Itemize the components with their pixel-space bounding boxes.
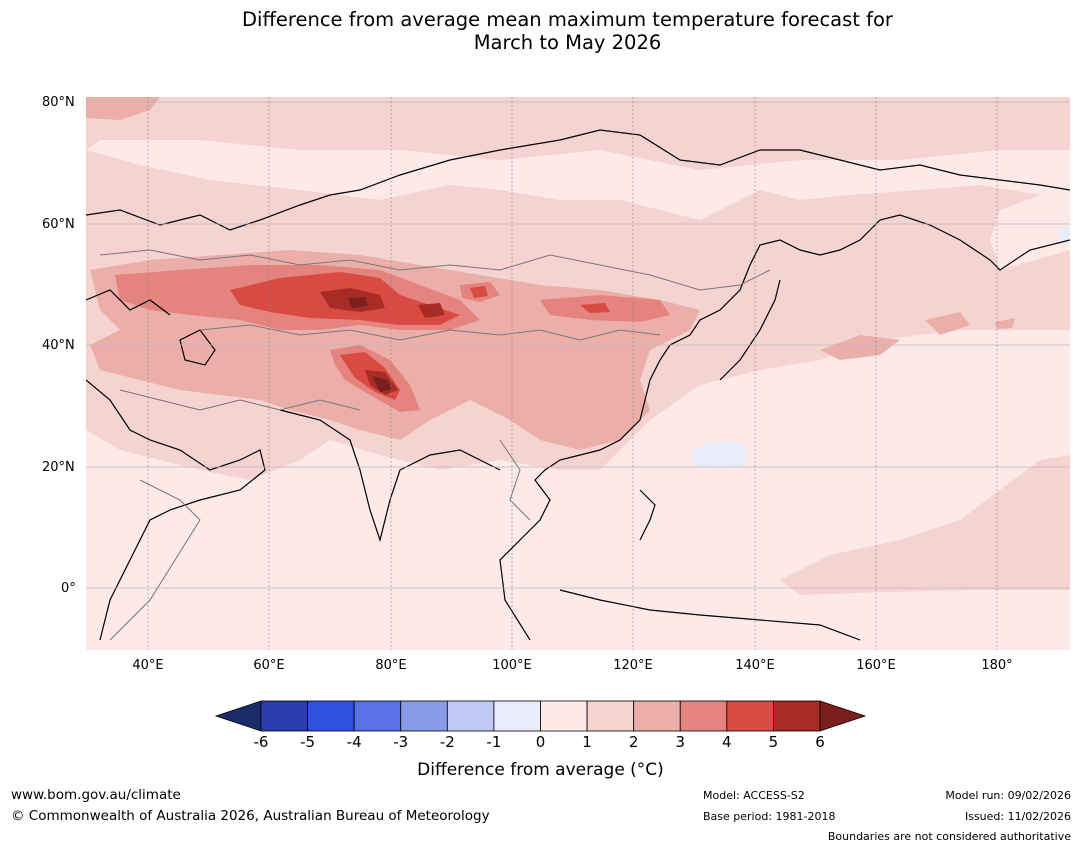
footer-boundaries-note: Boundaries are not considered authoritat… xyxy=(827,830,1071,843)
footer-model: Model: ACCESS-S2 xyxy=(703,789,805,802)
coastlines xyxy=(86,129,1070,641)
colorbar-segment xyxy=(726,700,774,732)
colorbar-segment xyxy=(400,700,448,732)
colorbar-segment xyxy=(633,700,681,732)
title-line-2: March to May 2026 xyxy=(473,31,662,54)
longitude-gridlines xyxy=(147,97,998,650)
map-panel xyxy=(86,97,1070,650)
colorbar-tick-label: 1 xyxy=(582,733,592,751)
colorbar-tick-label: 6 xyxy=(815,733,825,751)
colorbar-extend-low xyxy=(214,700,262,732)
colorbar-tick-label: 3 xyxy=(675,733,686,751)
chart-title: Difference from average mean maximum tem… xyxy=(0,8,1081,54)
cool-anomaly-patch xyxy=(690,440,745,470)
colorbar-title: Difference from average (°C) xyxy=(417,760,664,780)
lat-label-80n: 80°N xyxy=(42,95,75,110)
colorbar-tick-label: 0 xyxy=(535,733,546,751)
colorbar-tick-label: 2 xyxy=(628,733,639,751)
colorbar-segment xyxy=(540,700,588,732)
anomaly-field-above-6 xyxy=(348,297,392,392)
lon-label-180: 180° xyxy=(981,658,1013,673)
cool-north-band xyxy=(86,140,1070,220)
colorbar-segment xyxy=(446,700,495,732)
title-line-1: Difference from average mean maximum tem… xyxy=(242,8,893,31)
colorbar-segment xyxy=(353,700,402,732)
colorbar-tick-label: -1 xyxy=(486,733,502,751)
colorbar-extend-high xyxy=(819,700,867,732)
colorbar-tick-label: -3 xyxy=(393,733,409,751)
colorbar-segment xyxy=(586,700,635,732)
latitude-gridlines xyxy=(86,101,1070,589)
lat-label-40n: 40°N xyxy=(42,338,75,353)
colorbar-tick-label: 5 xyxy=(768,733,779,751)
footer-issued: Issued: 11/02/2026 xyxy=(964,810,1071,823)
footer-website[interactable]: www.bom.gov.au/climate xyxy=(11,787,181,803)
footer-base-period: Base period: 1981-2018 xyxy=(703,810,836,823)
lon-label-140e: 140°E xyxy=(735,658,775,673)
lon-label-80e: 80°E xyxy=(375,658,407,673)
colorbar-tick-label: 4 xyxy=(722,733,732,751)
footer-model-run: Model run: 09/02/2026 xyxy=(945,789,1071,802)
colorbar-tick-label: -5 xyxy=(300,733,316,751)
colorbar-segment xyxy=(307,700,355,732)
lon-label-120e: 120°E xyxy=(613,658,653,673)
colorbar-segment xyxy=(773,700,821,732)
colorbar-segment xyxy=(493,700,541,732)
lon-label-60e: 60°E xyxy=(253,658,285,673)
lat-label-equator: 0° xyxy=(61,581,76,596)
footer-copyright: © Commonwealth of Australia 2026, Austra… xyxy=(11,808,490,824)
colorbar-tick-label: -6 xyxy=(253,733,269,751)
colorbar-tick-label: -2 xyxy=(439,733,455,751)
colorbar-tick-label: -4 xyxy=(346,733,362,751)
lon-label-160e: 160°E xyxy=(856,658,896,673)
lat-label-20n: 20°N xyxy=(42,460,75,475)
colorbar-segment xyxy=(260,700,308,732)
lat-label-60n: 60°N xyxy=(42,217,75,232)
colorbar xyxy=(214,700,867,732)
lon-label-40e: 40°E xyxy=(132,658,164,673)
country-borders xyxy=(99,249,771,641)
cool-anomaly-patch-east xyxy=(1058,225,1070,245)
lon-label-100e: 100°E xyxy=(492,658,532,673)
colorbar-segment xyxy=(679,700,728,732)
arctic-warm-patch xyxy=(86,97,160,120)
